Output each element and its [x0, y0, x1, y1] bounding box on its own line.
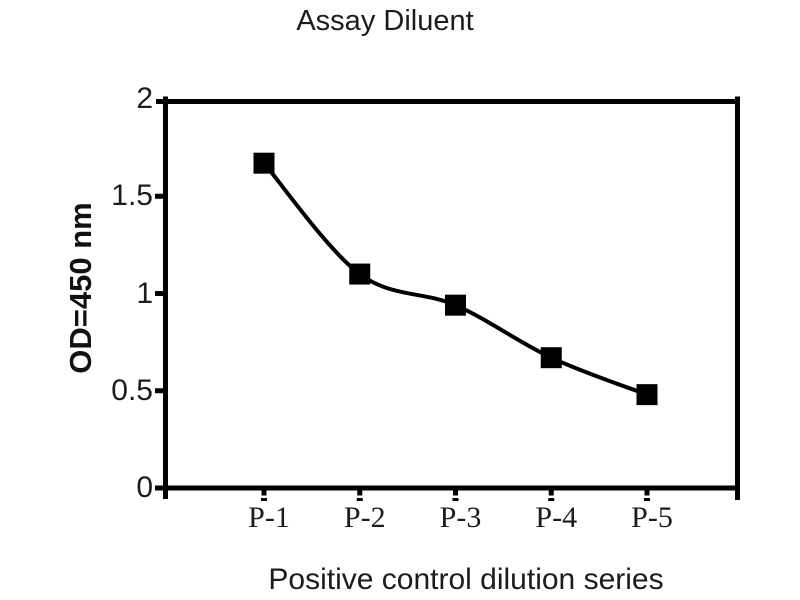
chart-title: Assay Diluent [296, 5, 474, 37]
x-tick-minor-dash [644, 498, 650, 501]
y-tick-label: 0.5 [111, 373, 153, 407]
y-tick-label: 1 [136, 276, 153, 310]
x-tick-label: P-2 [343, 501, 386, 534]
x-tick-minor-dash [356, 498, 363, 501]
x-tick-minor-dash [261, 498, 267, 501]
y-tick-label: 1.5 [111, 179, 153, 213]
x-tick-minor-dash [548, 498, 555, 501]
x-tick-label: P-1 [248, 501, 290, 534]
data-point-marker [349, 263, 371, 285]
x-tick-label: P-3 [439, 501, 482, 534]
data-point-marker [445, 294, 466, 316]
data-point-marker [636, 384, 658, 406]
x-tick-mark [357, 490, 363, 496]
x-tick-mark [644, 490, 650, 496]
data-point-marker [253, 152, 275, 174]
series-line [262, 161, 648, 397]
x-tick-label: P-4 [535, 501, 578, 534]
y-tick-label: 0 [136, 471, 153, 504]
x-axis-title: Positive control dilution series [268, 563, 664, 596]
x-tick-minor-dash [452, 498, 459, 501]
x-tick-label: P-5 [631, 501, 673, 534]
x-tick-mark [261, 490, 267, 496]
x-tick-mark [548, 490, 554, 496]
y-tick-label: 2 [136, 82, 153, 115]
x-tick-mark [453, 490, 458, 496]
data-point-marker [540, 347, 562, 369]
